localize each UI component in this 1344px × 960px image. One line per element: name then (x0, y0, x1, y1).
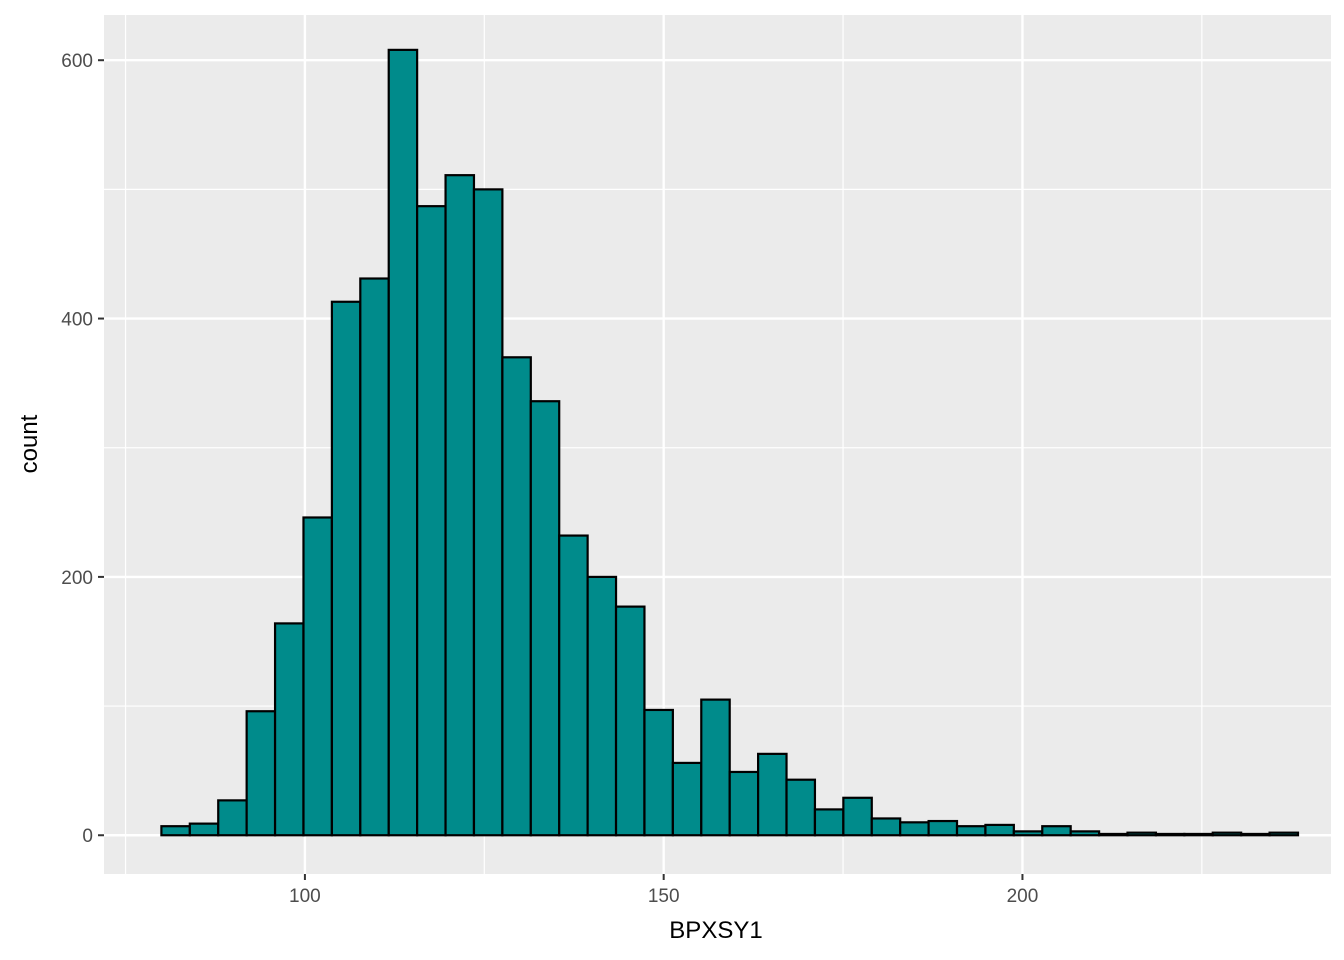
histogram-bar (330, 300, 362, 837)
histogram-bar (416, 205, 447, 837)
histogram-bar (1183, 832, 1214, 837)
histogram-bar (359, 277, 390, 837)
histogram-bar (472, 188, 504, 837)
histogram-bar (1012, 830, 1044, 837)
x-axis: 100 150 200 (289, 874, 1038, 907)
histogram-bar (529, 400, 561, 837)
histogram-bar (586, 575, 618, 837)
histogram-bar (273, 622, 305, 837)
x-axis-title: BPXSY1 (669, 917, 762, 944)
histogram-bar (984, 823, 1015, 837)
histogram-bar (671, 761, 703, 837)
histogram-bar (643, 708, 674, 837)
histogram-bar (1097, 832, 1129, 837)
histogram-bar (899, 821, 930, 837)
y-tick-label: 400 (61, 310, 93, 331)
x-tick-label: 200 (1007, 886, 1039, 907)
y-axis: 0 200 400 600 (61, 51, 104, 847)
histogram-bar (1240, 832, 1271, 837)
y-tick-label: 0 (82, 826, 93, 847)
histogram-bars (160, 48, 1300, 837)
histogram-bar (188, 822, 220, 837)
histogram-bar (302, 516, 333, 837)
histogram-bar (160, 825, 191, 837)
histogram-bar (813, 808, 845, 837)
histogram-bar (757, 752, 788, 837)
histogram-bar (728, 770, 760, 837)
histogram-bar (1069, 830, 1101, 837)
histogram-bar (387, 48, 419, 837)
histogram-bar (245, 710, 277, 837)
histogram-bar (700, 698, 731, 837)
histogram-bar (1268, 831, 1300, 837)
y-tick-label: 200 (61, 568, 93, 589)
histogram-bar (785, 778, 817, 837)
x-tick-label: 100 (289, 886, 321, 907)
histogram-bar (444, 174, 476, 837)
histogram-bar (501, 356, 532, 837)
histogram-bar (1211, 831, 1243, 837)
histogram-bar (558, 534, 589, 837)
histogram-bar (217, 799, 248, 837)
histogram-bar (1154, 832, 1186, 837)
histogram-bar (1126, 831, 1158, 837)
histogram-bar (1041, 825, 1072, 837)
histogram-bar (842, 796, 873, 837)
histogram-bar (870, 817, 902, 837)
y-axis-title: count (16, 414, 43, 473)
histogram-bar (955, 825, 987, 837)
histogram-bar (927, 819, 959, 837)
x-tick-label: 150 (648, 886, 680, 907)
y-tick-label: 600 (61, 51, 93, 72)
histogram-bar (614, 605, 646, 837)
